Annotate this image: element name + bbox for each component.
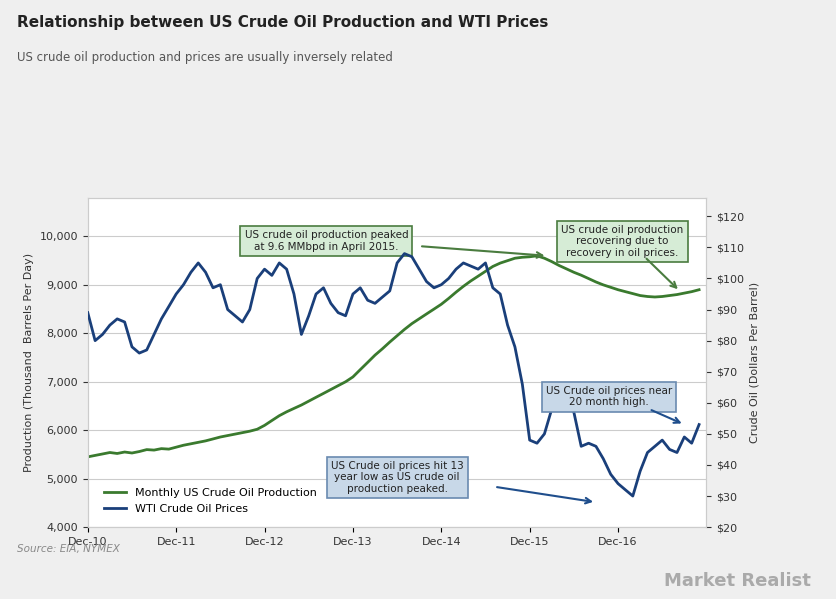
Y-axis label: Production (Thousand  Barrels Per Day): Production (Thousand Barrels Per Day) xyxy=(24,253,34,472)
Text: Market Realist: Market Realist xyxy=(664,572,811,590)
Text: Relationship between US Crude Oil Production and WTI Prices: Relationship between US Crude Oil Produc… xyxy=(17,15,548,30)
Text: US Crude oil prices hit 13
year low as US crude oil
production peaked.: US Crude oil prices hit 13 year low as U… xyxy=(331,461,463,494)
Y-axis label: Crude Oil (Dollars Per Barrel): Crude Oil (Dollars Per Barrel) xyxy=(750,282,760,443)
Legend: Monthly US Crude Oil Production, WTI Crude Oil Prices: Monthly US Crude Oil Production, WTI Cru… xyxy=(99,484,321,518)
Text: US crude oil production peaked
at 9.6 MMbpd in April 2015.: US crude oil production peaked at 9.6 MM… xyxy=(245,231,408,252)
Text: US crude oil production and prices are usually inversely related: US crude oil production and prices are u… xyxy=(17,51,393,64)
Text: US Crude oil prices near
20 month high.: US Crude oil prices near 20 month high. xyxy=(546,386,672,407)
Text: Source: EIA, NYMEX: Source: EIA, NYMEX xyxy=(17,544,120,554)
Text: US crude oil production
recovering due to
recovery in oil prices.: US crude oil production recovering due t… xyxy=(561,225,684,258)
